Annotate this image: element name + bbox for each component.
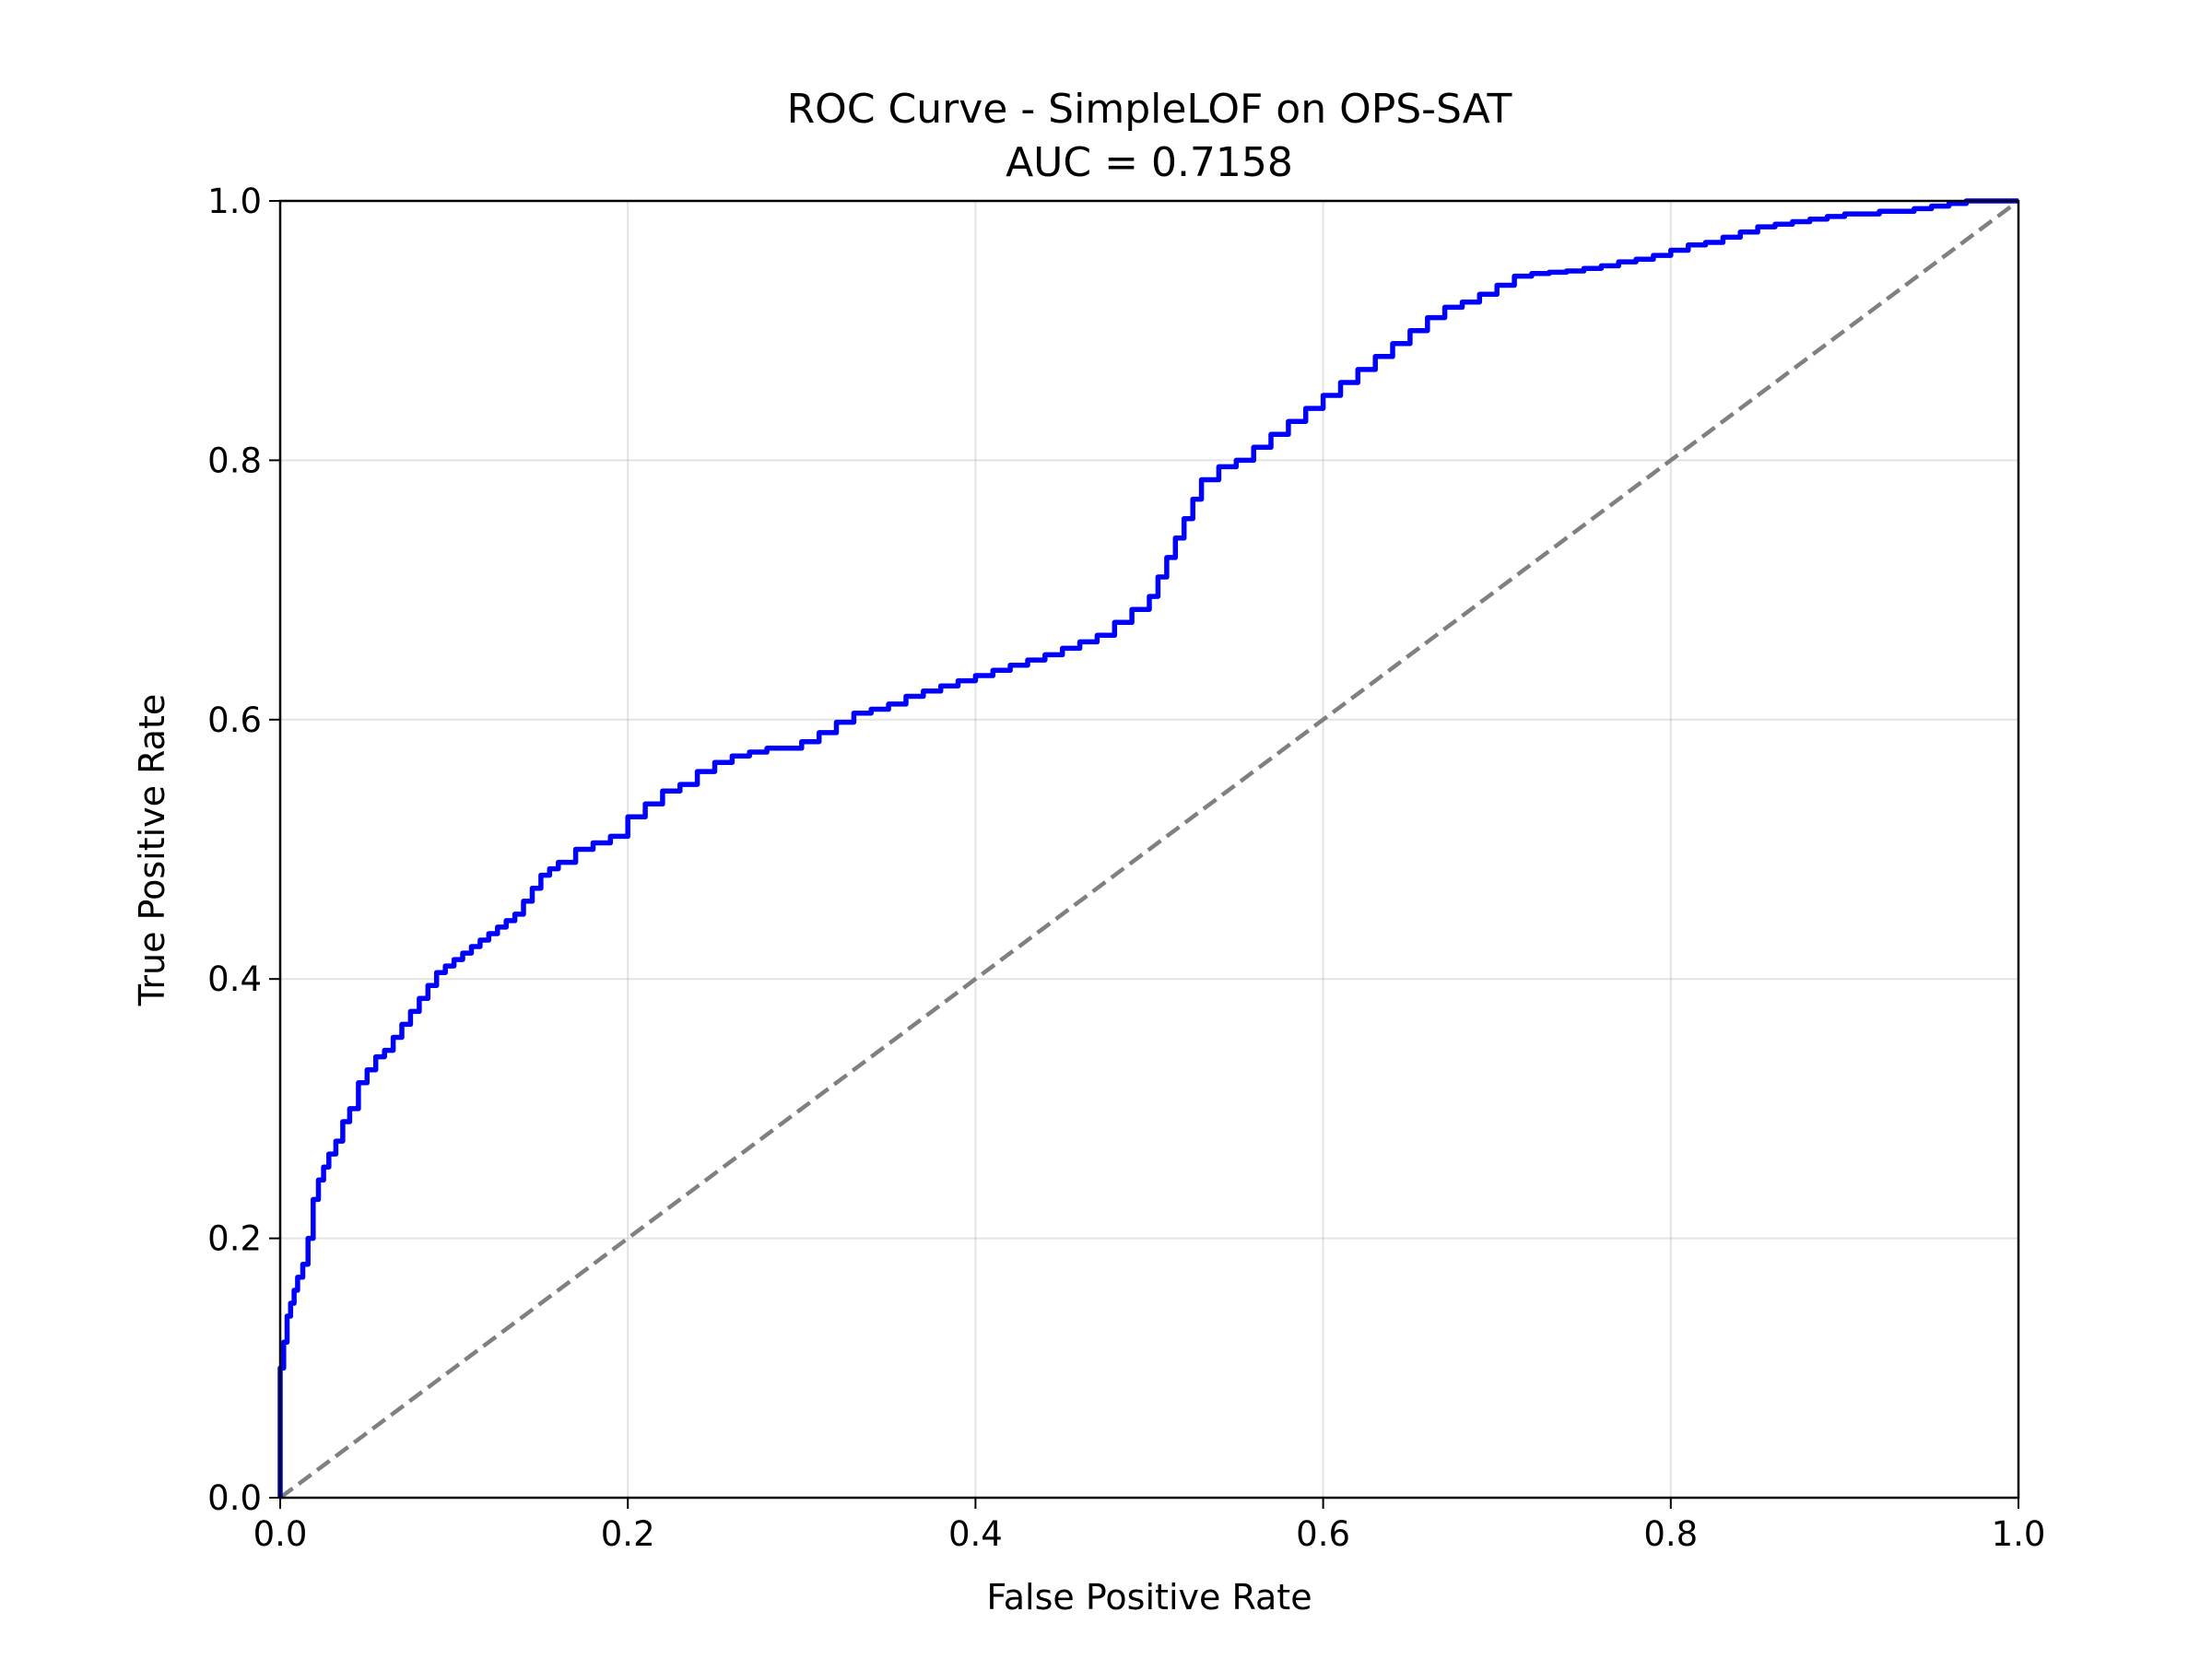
y-tick-label: 0.0 xyxy=(207,1478,262,1518)
chance-diagonal-line xyxy=(278,199,2020,1500)
y-tick-label: 0.8 xyxy=(207,441,262,480)
x-tick-label: 0.4 xyxy=(948,1514,1003,1554)
x-axis-label: False Positive Rate xyxy=(986,1577,1312,1618)
y-tick-label: 0.6 xyxy=(207,700,262,740)
y-tick-label: 0.4 xyxy=(207,959,262,999)
roc-curve-line xyxy=(277,198,2018,1498)
x-tick-label: 0.2 xyxy=(601,1514,655,1554)
y-tick-label: 1.0 xyxy=(207,182,262,221)
chart-subtitle: AUC = 0.7158 xyxy=(1006,139,1293,186)
x-tick-label: 0.8 xyxy=(1643,1514,1698,1554)
chart-title: ROC Curve - SimpleLOF on OPS-SAT xyxy=(787,86,1512,133)
plot-series xyxy=(277,198,2020,1500)
x-tick-label: 1.0 xyxy=(1992,1514,2046,1554)
x-tick-label: 0.0 xyxy=(253,1514,308,1554)
y-axis-ticks: 0.0 0.2 0.4 0.6 0.8 1.0 xyxy=(207,182,280,1518)
y-axis-label: True Positive Rate xyxy=(132,694,172,1007)
plot-frame xyxy=(278,199,2020,1500)
x-tick-label: 0.6 xyxy=(1296,1514,1350,1554)
y-tick-label: 0.2 xyxy=(207,1219,262,1259)
x-axis-ticks: 0.0 0.2 0.4 0.6 0.8 1.0 xyxy=(253,1498,2046,1554)
